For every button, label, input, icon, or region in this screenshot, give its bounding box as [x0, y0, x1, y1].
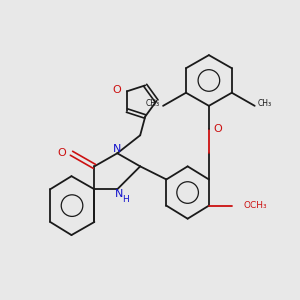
Text: O: O	[112, 85, 121, 95]
Text: OCH₃: OCH₃	[243, 201, 267, 210]
Text: O: O	[214, 124, 223, 134]
Text: CH₃: CH₃	[146, 99, 160, 108]
Text: CH₃: CH₃	[258, 99, 272, 108]
Text: O: O	[58, 148, 67, 158]
Text: N: N	[113, 144, 122, 154]
Text: N: N	[115, 189, 123, 199]
Text: H: H	[122, 195, 129, 204]
